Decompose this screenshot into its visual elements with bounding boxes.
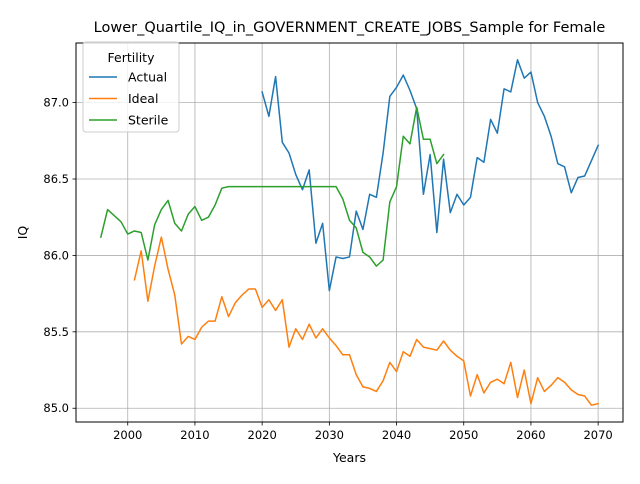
x-tick-label: 2030 [315, 428, 344, 442]
x-tick-label: 2010 [180, 428, 209, 442]
y-tick-label: 85.0 [43, 401, 69, 415]
y-axis-label: IQ [15, 226, 30, 240]
x-tick-label: 2050 [449, 428, 478, 442]
legend-label-ideal: Ideal [128, 91, 158, 106]
chart-title: Lower_Quartile_IQ_in_GOVERNMENT_CREATE_J… [94, 20, 606, 36]
series-lines [99, 59, 600, 406]
series-line-ideal [133, 236, 600, 406]
y-tick-label: 87.0 [43, 96, 69, 110]
series-line-actual [261, 59, 600, 292]
x-tick-label: 2020 [248, 428, 277, 442]
axis-ticks: 2000 2010 2020 2030 2040 2050 2060 2070 85.0 85.5… [43, 96, 612, 442]
x-axis-label: Years [332, 450, 366, 465]
legend-box [82, 41, 180, 133]
x-tick-label: 2000 [113, 428, 142, 442]
legend-title: Fertility [108, 50, 156, 65]
series-line-sterile [99, 106, 445, 267]
x-tick-label: 2070 [583, 428, 612, 442]
x-tick-label: 2040 [382, 428, 411, 442]
y-tick-label: 85.5 [43, 325, 69, 339]
legend-label-sterile: Sterile [128, 113, 169, 128]
plot-frame [75, 42, 624, 423]
legend-label-actual: Actual [128, 70, 167, 85]
legend-items: Actual Ideal Sterile [89, 70, 169, 128]
legend: Fertility Actual Ideal Sterile [82, 41, 180, 133]
x-tick-label: 2060 [516, 428, 545, 442]
y-tick-label: 86.5 [43, 172, 69, 186]
y-tick-label: 86.0 [43, 248, 69, 262]
